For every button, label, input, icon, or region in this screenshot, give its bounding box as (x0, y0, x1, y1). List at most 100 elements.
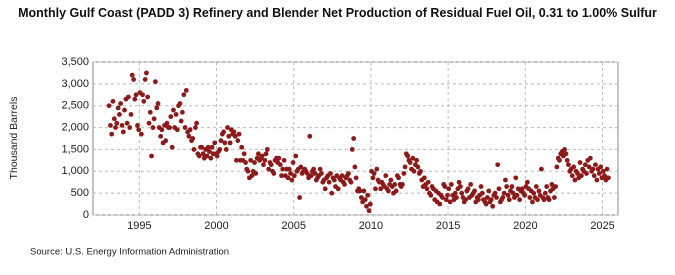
point (551, 195, 557, 200)
point (452, 190, 458, 196)
point (199, 144, 205, 150)
point (248, 157, 254, 163)
point (140, 92, 145, 98)
point (239, 144, 245, 150)
point (418, 168, 423, 174)
point (259, 153, 265, 159)
point (396, 175, 401, 181)
point (536, 188, 542, 194)
x-tick-label: 2025 (590, 220, 614, 232)
point (177, 101, 183, 106)
point (235, 138, 241, 144)
point (158, 133, 164, 139)
point (120, 129, 126, 135)
point (437, 201, 443, 207)
x-tick-label: 2000 (204, 220, 228, 232)
point (421, 175, 427, 181)
point (142, 77, 148, 82)
point (463, 197, 468, 203)
point (164, 120, 170, 126)
point (217, 147, 223, 152)
point (279, 173, 284, 179)
point (285, 175, 291, 181)
point (212, 140, 218, 146)
x-tick-label: 2010 (359, 220, 383, 232)
point (440, 195, 445, 200)
point (135, 122, 140, 128)
point (268, 162, 274, 168)
point (564, 157, 570, 163)
point (227, 140, 233, 146)
point (457, 184, 463, 189)
point (411, 168, 417, 174)
point (261, 162, 266, 168)
point (149, 153, 154, 159)
x-tick-label: 2005 (281, 220, 305, 232)
point (173, 112, 179, 117)
point (159, 127, 165, 133)
point (255, 151, 261, 157)
point (329, 190, 335, 196)
point (505, 192, 511, 198)
point (128, 112, 134, 117)
point (280, 166, 286, 172)
x-tick-label: 1995 (127, 220, 151, 232)
point (114, 120, 120, 126)
point (109, 131, 115, 137)
point (500, 195, 506, 200)
point (492, 190, 498, 196)
point (367, 201, 373, 207)
point (531, 190, 537, 196)
point (562, 147, 567, 152)
point (425, 179, 431, 185)
point (479, 190, 485, 196)
point (151, 116, 157, 122)
point (169, 144, 175, 150)
point (331, 177, 337, 183)
point (490, 203, 496, 209)
point (459, 190, 465, 196)
point (378, 186, 384, 192)
point (196, 153, 202, 159)
point (226, 133, 232, 139)
point (174, 127, 180, 133)
point (351, 136, 357, 141)
point (465, 186, 471, 192)
point (288, 171, 293, 176)
point (370, 175, 376, 181)
point (549, 182, 555, 187)
point (414, 157, 420, 163)
point (352, 164, 358, 170)
point (446, 186, 452, 192)
point (517, 197, 523, 203)
point (478, 184, 484, 189)
point (119, 122, 125, 128)
point (577, 160, 583, 165)
point (569, 173, 575, 179)
point (345, 171, 351, 176)
point (362, 197, 368, 203)
point (167, 125, 172, 130)
point (234, 157, 239, 163)
point (245, 168, 251, 174)
x-tick-label: 2015 (436, 220, 460, 232)
point (524, 179, 530, 185)
y-tick-label: 3,000 (61, 78, 89, 90)
point (182, 125, 188, 130)
point (127, 125, 133, 130)
point (606, 175, 611, 181)
point (522, 192, 528, 198)
point (358, 195, 364, 200)
point (108, 122, 113, 128)
point (535, 197, 540, 203)
point (163, 138, 169, 144)
point (147, 109, 153, 115)
point (428, 192, 434, 198)
point (232, 133, 238, 139)
point (145, 94, 151, 100)
point (117, 112, 122, 117)
point (361, 188, 367, 194)
point (544, 184, 550, 189)
point (290, 160, 296, 165)
